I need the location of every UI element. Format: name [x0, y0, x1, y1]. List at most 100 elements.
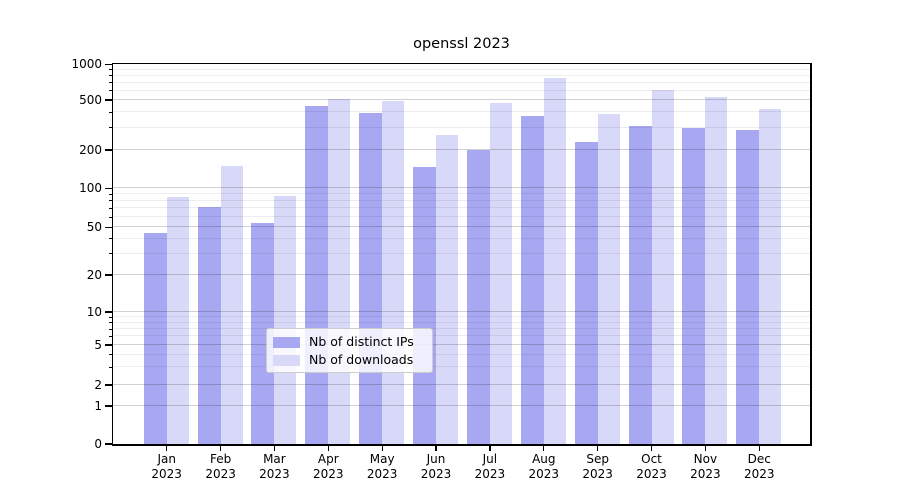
bar-downloads-dec — [759, 108, 782, 444]
gridline-minor — [113, 74, 810, 76]
x-tick-label-oct: Oct 2023 — [636, 452, 667, 481]
bar-downloads-jan — [166, 196, 189, 444]
y-minor-tick-mark — [108, 90, 112, 92]
bar-downloads-apr — [328, 99, 351, 444]
y-tick-mark — [105, 311, 112, 313]
gridline-major — [113, 187, 810, 189]
bar-downloads-mar — [274, 196, 297, 444]
y-tick-label: 5 — [94, 338, 102, 352]
x-tick-mark — [704, 446, 707, 451]
gridline-minor — [113, 237, 810, 239]
x-tick-mark — [597, 446, 599, 451]
bar-ips-jun — [413, 167, 437, 444]
bar-ips-mar — [251, 223, 275, 444]
gridline-minor — [113, 335, 810, 337]
y-tick-label: 50 — [86, 220, 102, 235]
gridline-minor — [113, 321, 810, 323]
chart-title: openssl 2023 — [413, 36, 510, 52]
y-tick-mark — [105, 187, 112, 189]
x-tick-mark — [327, 446, 329, 451]
y-minor-tick-mark — [108, 253, 112, 255]
y-tick-mark — [105, 226, 112, 228]
legend-label-downloads: Nb of downloads — [309, 352, 414, 367]
bar-ips-oct — [628, 126, 652, 444]
legend-swatch-downloads — [273, 354, 300, 366]
spine-left — [111, 62, 113, 446]
y-tick-label: 0 — [94, 437, 102, 451]
x-tick-label-may: May 2023 — [366, 452, 398, 481]
legend-label-distinct-ips: Nb of distinct IPs — [309, 334, 414, 349]
x-tick-label-jul: Jul 2023 — [474, 452, 506, 481]
legend-item-downloads: Nb of downloads — [273, 352, 424, 368]
y-minor-tick-mark — [108, 328, 112, 330]
bar-downloads-oct — [651, 89, 674, 444]
spine-right — [810, 62, 812, 446]
bar-downloads-nov — [705, 96, 728, 444]
bar-ips-dec — [736, 129, 760, 444]
y-minor-tick-mark — [108, 82, 112, 84]
y-tick-mark — [105, 405, 112, 407]
spine-top — [111, 62, 812, 64]
y-minor-tick-mark — [108, 354, 112, 356]
y-tick-mark — [105, 99, 112, 101]
gridline-major — [113, 405, 810, 406]
x-tick-mark — [543, 446, 545, 451]
x-tick-mark — [435, 446, 437, 451]
y-minor-tick-mark — [108, 238, 112, 240]
x-tick-mark — [381, 446, 383, 451]
gridline-minor — [113, 111, 810, 113]
x-tick-mark — [166, 446, 168, 451]
gridline-major — [113, 384, 810, 385]
spine-bottom — [111, 444, 812, 446]
x-tick-label-mar: Mar 2023 — [259, 452, 290, 481]
x-tick-label-sep: Sep 2023 — [582, 452, 613, 481]
y-tick-mark — [105, 344, 112, 346]
x-tick-label-jan: Jan 2023 — [151, 452, 182, 481]
gridline-minor — [113, 81, 810, 83]
y-tick-label: 1 — [94, 399, 102, 413]
bar-downloads-sep — [597, 114, 620, 444]
y-tick-label: 500 — [79, 93, 102, 107]
x-tick-label-aug: Aug 2023 — [528, 452, 560, 481]
gridline-minor — [113, 353, 810, 355]
y-minor-tick-mark — [108, 335, 112, 337]
y-minor-tick-mark — [108, 207, 112, 209]
bar-downloads-may — [382, 100, 405, 444]
x-tick-label-feb: Feb 2023 — [205, 452, 236, 481]
y-tick-mark — [105, 63, 112, 65]
y-minor-tick-mark — [108, 111, 112, 113]
bar-ips-aug — [520, 116, 544, 444]
gridline-major — [113, 99, 810, 100]
gridline-minor — [113, 207, 810, 209]
bar-downloads-jun — [436, 135, 459, 444]
x-tick-label-dec: Dec 2023 — [744, 452, 775, 481]
x-tick-label-jun: Jun 2023 — [420, 452, 452, 481]
y-tick-mark — [105, 443, 112, 445]
gridline-minor — [113, 126, 810, 128]
bar-downloads-aug — [543, 77, 566, 444]
y-minor-tick-mark — [108, 69, 112, 71]
legend-swatch-distinct-ips — [273, 336, 300, 348]
y-tick-label: 20 — [86, 268, 102, 282]
x-tick-label-apr: Apr 2023 — [313, 452, 344, 481]
x-tick-mark — [489, 446, 491, 451]
bar-downloads-jul — [489, 103, 512, 444]
plot-area — [113, 63, 810, 444]
gridline-minor — [113, 366, 810, 368]
bar-ips-apr — [305, 106, 329, 444]
y-minor-tick-mark — [108, 216, 112, 218]
y-tick-label: 1000 — [71, 57, 102, 72]
x-tick-label-nov: Nov 2023 — [690, 452, 721, 481]
y-tick-mark — [105, 149, 112, 151]
y-minor-tick-mark — [108, 200, 112, 202]
bar-ips-feb — [197, 206, 221, 444]
bar-ips-jan — [143, 232, 167, 444]
y-tick-mark — [105, 274, 112, 276]
gridline-minor — [113, 328, 810, 329]
gridline-minor — [113, 316, 810, 317]
gridline-major — [113, 311, 810, 312]
gridline-minor — [113, 89, 810, 91]
y-tick-mark — [105, 384, 112, 386]
x-tick-mark — [220, 446, 222, 451]
